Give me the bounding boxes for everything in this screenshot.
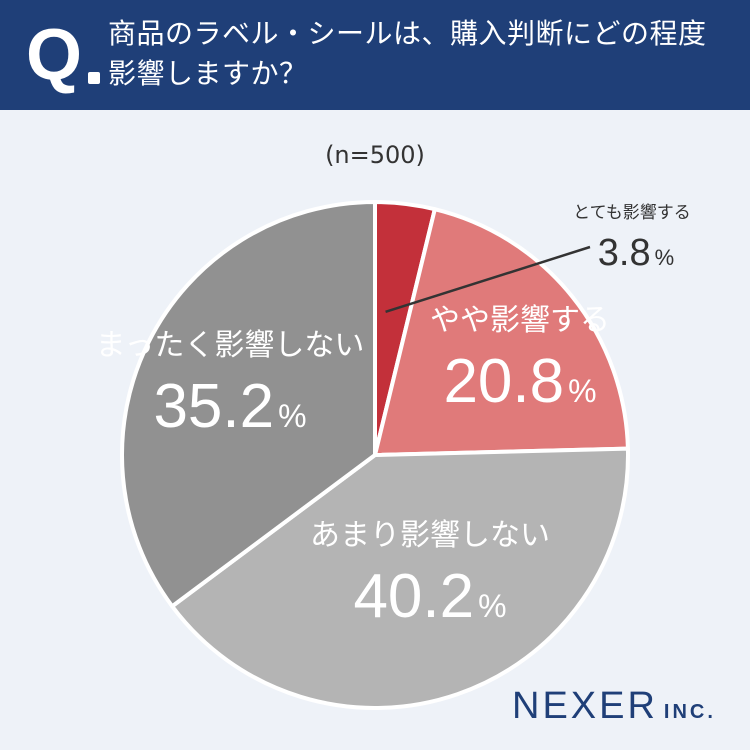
logo-suffix-text: INC.: [663, 701, 716, 723]
slice-value-very-much-number: 3.8: [598, 232, 651, 274]
sample-size: (n=500): [325, 141, 425, 169]
slice-value-not-at-all: 35.2%: [153, 372, 306, 441]
slice-value-somewhat-number: 20.8: [443, 347, 564, 416]
slice-label-somewhat: やや影響する: [430, 303, 610, 338]
pie-slice-not-much: [170, 446, 630, 710]
slice-value-not-at-all-unit: %: [278, 398, 306, 434]
slice-value-very-much-unit: %: [655, 245, 675, 270]
pie-slice-not-at-all: [120, 200, 377, 609]
slice-value-not-at-all-number: 35.2: [153, 372, 274, 441]
pie-slice-somewhat: [373, 207, 630, 457]
slice-value-not-much-unit: %: [478, 588, 506, 624]
logo-main-text: NEXER: [512, 685, 658, 727]
q-dot: [88, 72, 100, 84]
slice-value-very-much: 3.8%: [598, 232, 674, 274]
slice-value-somewhat: 20.8%: [443, 347, 596, 416]
slice-value-not-much: 40.2%: [353, 562, 506, 631]
nexer-logo: NEXER INC.: [512, 685, 716, 728]
slice-label-very-much: とても影響する: [573, 203, 691, 223]
question-text: 商品のラベル・シールは、購入判断にどの程度影響しますか？: [108, 17, 707, 90]
slice-value-not-much-number: 40.2: [353, 562, 474, 631]
slice-label-not-at-all: まったく影響しない: [96, 328, 365, 363]
q-mark: Q: [26, 15, 83, 95]
slice-value-somewhat-unit: %: [568, 373, 596, 409]
question-header: Q 商品のラベル・シールは、購入判断にどの程度影響しますか？: [0, 0, 750, 110]
callout-line-very-much: [385, 245, 591, 314]
slice-label-not-much: あまり影響しない: [310, 518, 550, 553]
